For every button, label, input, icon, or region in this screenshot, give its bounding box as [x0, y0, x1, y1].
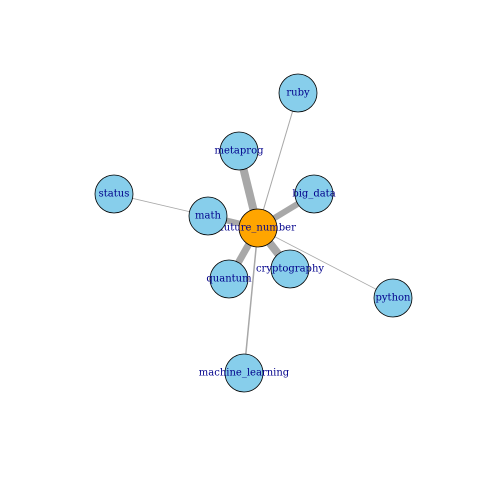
- node-label-big_data: big_data: [292, 189, 335, 200]
- node-circle-cryptography: [270, 249, 310, 289]
- node-machine_learning: machine_learning: [199, 353, 290, 393]
- node-metaprog: metaprog: [215, 131, 265, 171]
- node-label-future_number: future_number: [220, 223, 296, 234]
- node-circle-ruby: [278, 73, 318, 113]
- node-math: math: [188, 196, 228, 236]
- edge-future_number-ruby: [257, 92, 299, 229]
- node-circle-status: [94, 174, 134, 214]
- node-circle-future_number: [238, 208, 278, 248]
- node-quantum: quantum: [206, 259, 252, 299]
- node-label-ruby: ruby: [286, 88, 310, 99]
- node-label-cryptography: cryptography: [256, 264, 324, 275]
- node-circle-math: [188, 196, 228, 236]
- edge-future_number-python: [257, 227, 394, 299]
- node-ruby: ruby: [278, 73, 318, 113]
- node-label-machine_learning: machine_learning: [199, 368, 290, 379]
- node-circle-big_data: [294, 174, 334, 214]
- node-circle-machine_learning: [224, 353, 264, 393]
- node-cryptography: cryptography: [256, 249, 324, 289]
- node-label-metaprog: metaprog: [215, 146, 265, 157]
- node-label-python: python: [376, 293, 412, 304]
- node-label-status: status: [99, 189, 130, 200]
- node-circle-quantum: [209, 259, 249, 299]
- node-big_data: big_data: [292, 174, 336, 214]
- node-label-quantum: quantum: [206, 274, 252, 285]
- node-python: python: [373, 278, 413, 318]
- node-circle-metaprog: [219, 131, 259, 171]
- node-circle-python: [373, 278, 413, 318]
- node-status: status: [94, 174, 134, 214]
- edge-future_number-machine_learning: [243, 227, 259, 374]
- nodes-layer: future_number ruby metaprog status big_datam…: [94, 73, 413, 393]
- node-future_number: future_number: [220, 208, 296, 248]
- node-label-math: math: [195, 211, 221, 222]
